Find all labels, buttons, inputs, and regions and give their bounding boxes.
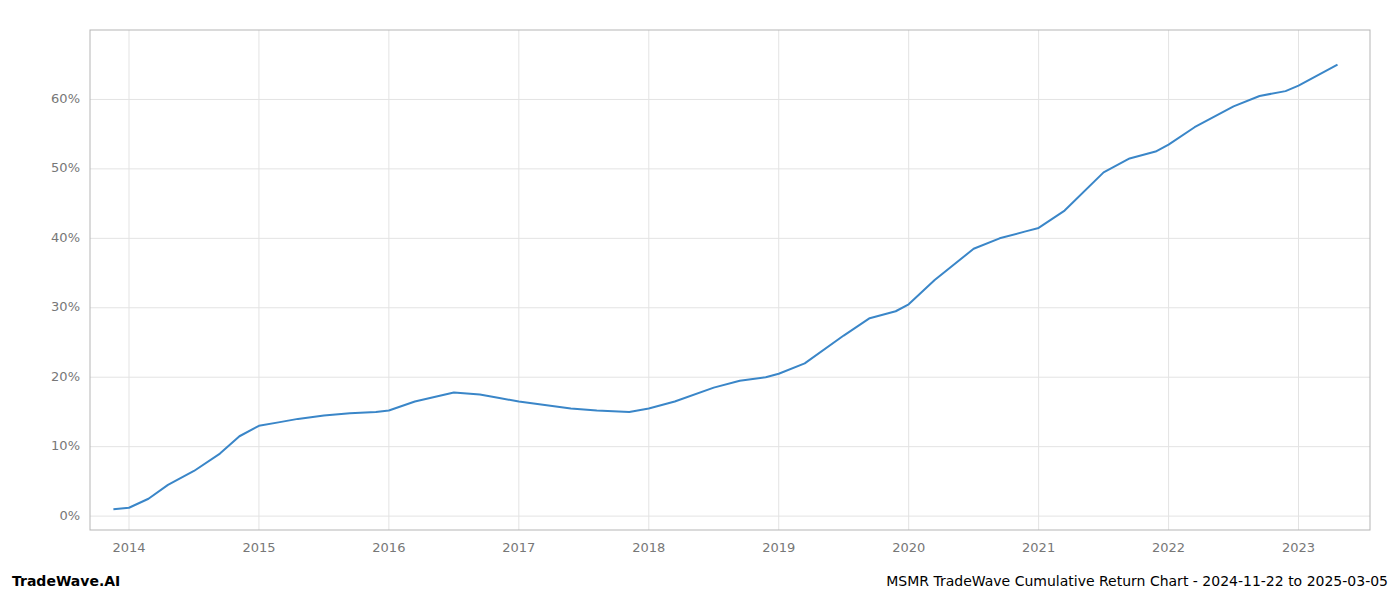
x-grid-line [908,30,909,530]
y-tick-label: 0% [59,508,80,523]
x-grid-line [648,30,649,530]
y-tick-label: 30% [51,299,80,314]
x-tick-label: 2020 [892,540,925,555]
x-grid-line [1168,30,1169,530]
y-grid-line [90,99,1370,100]
plot-frame [90,30,1370,530]
x-grid-line [128,30,129,530]
x-grid-line [258,30,259,530]
y-tick-label: 50% [51,160,80,175]
x-tick-label: 2015 [242,540,275,555]
x-tick-label: 2021 [1022,540,1055,555]
x-tick-label: 2014 [112,540,145,555]
x-grid-line [1038,30,1039,530]
x-tick-label: 2019 [762,540,795,555]
y-tick-label: 10% [51,438,80,453]
y-tick-label: 20% [51,369,80,384]
plot-area [113,65,1337,509]
title: MSMR TradeWave Cumulative Return Chart -… [886,573,1388,589]
x-tick-label: 2017 [502,540,535,555]
x-grid-line [518,30,519,530]
x-tick-label: 2018 [632,540,665,555]
y-grid-line [90,168,1370,169]
grid [90,30,1370,530]
y-grid-line [90,516,1370,517]
x-grid-line [388,30,389,530]
x-grid-line [778,30,779,530]
watermark: TradeWave.AI [12,573,120,589]
line [113,65,1337,509]
x-tick-label: 2016 [372,540,405,555]
y-tick-label: 60% [51,91,80,106]
y-grid-line [90,307,1370,308]
y-grid-line [90,238,1370,239]
x-grid-line [1298,30,1299,530]
y-grid-line [90,446,1370,447]
x-tick-label: 2023 [1282,540,1315,555]
chart: 0% 10% 20% 30% 40% 50% 60% 2014 2015 2016 2017 2018… [0,0,1400,600]
y-tick-label: 40% [51,230,80,245]
x-tick-label: 2022 [1152,540,1185,555]
y-grid-line [90,377,1370,378]
